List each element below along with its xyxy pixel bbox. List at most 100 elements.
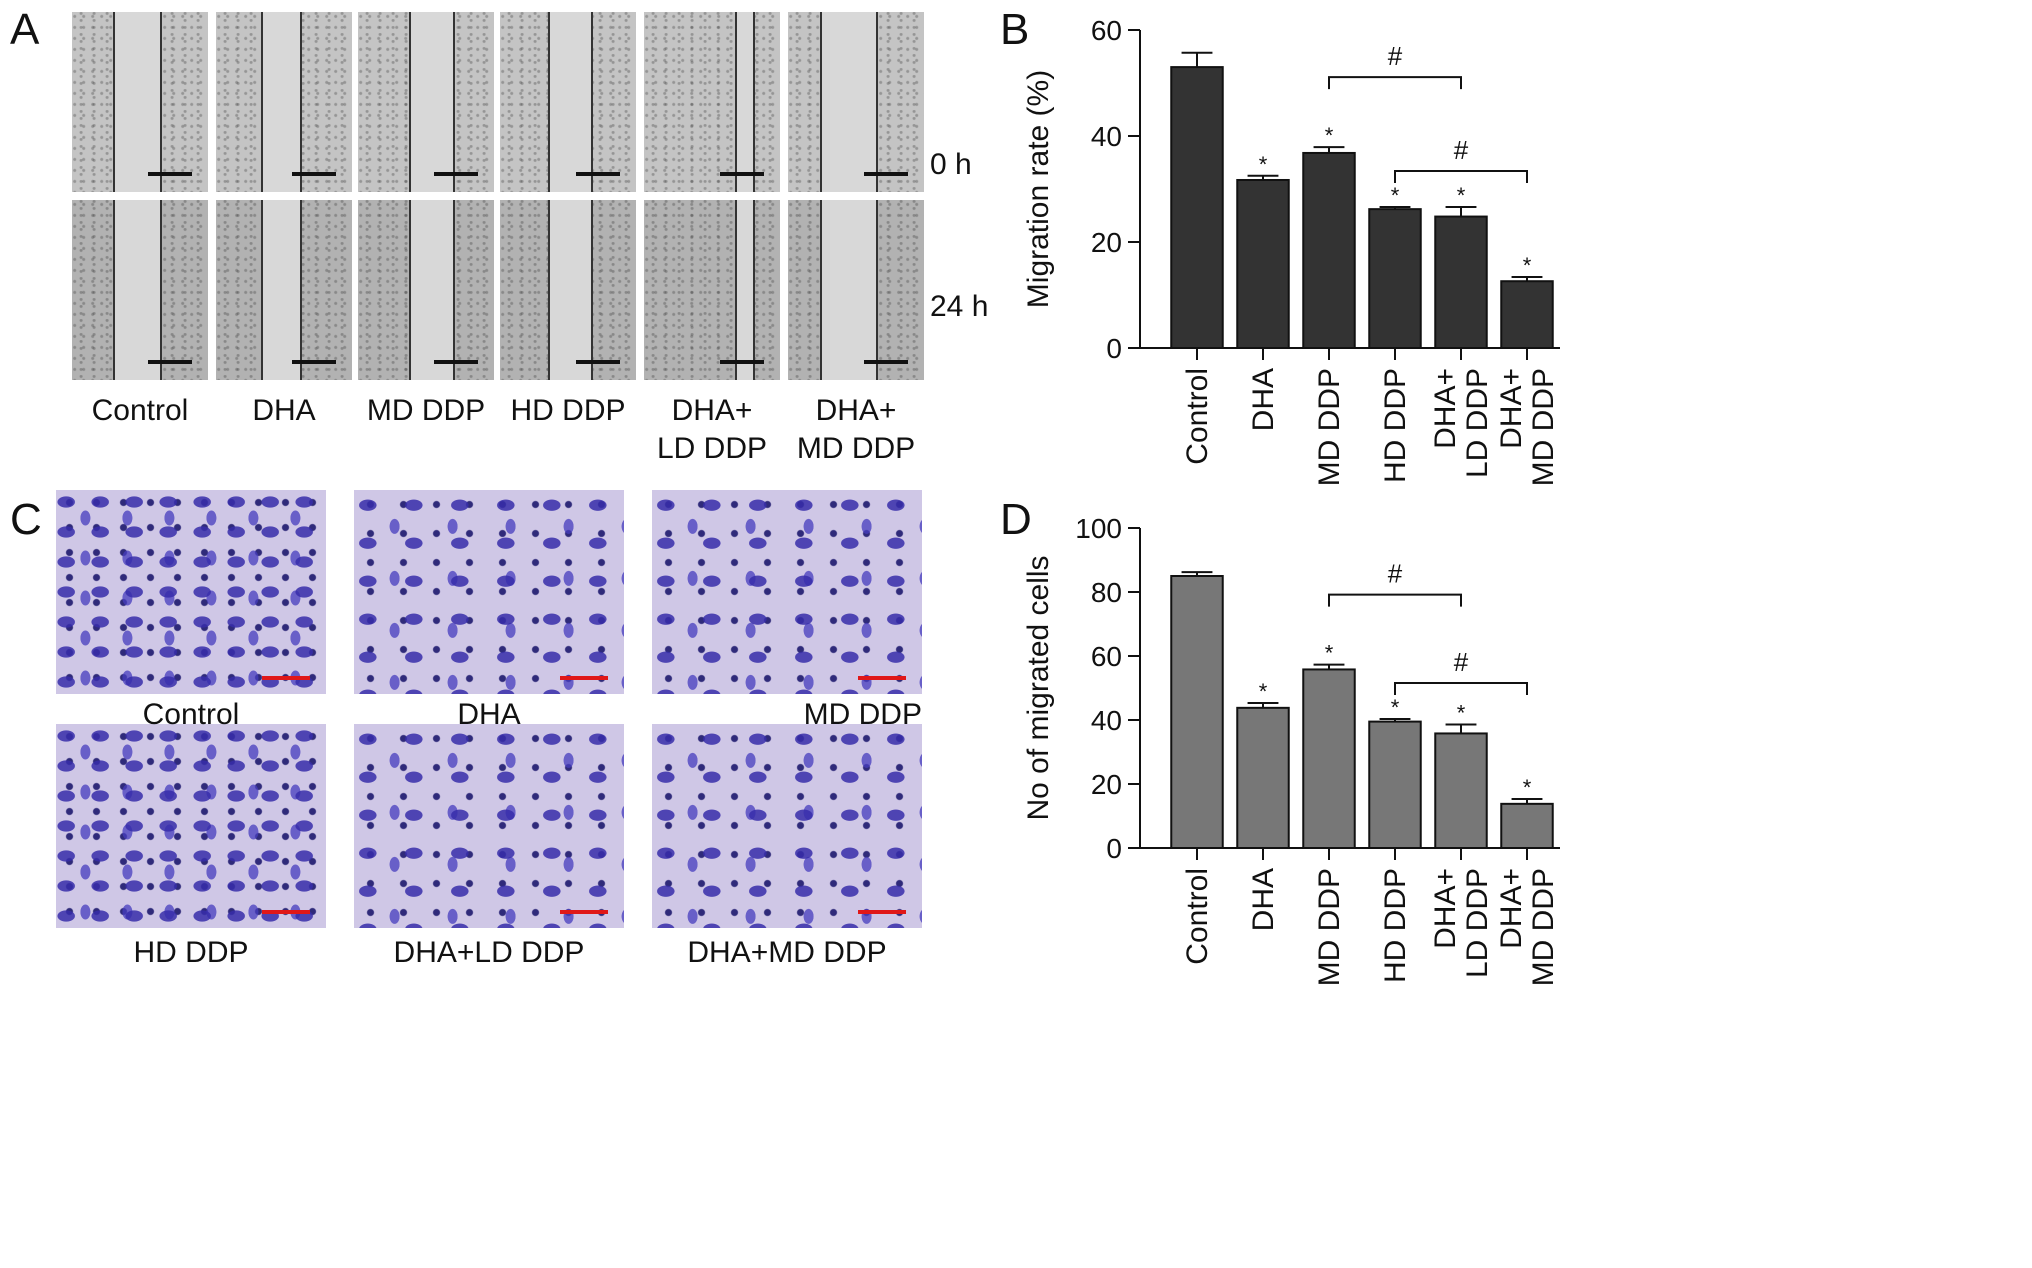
scratch-image <box>500 200 636 380</box>
x-tick-label: DHA <box>1247 368 1280 431</box>
y-tick-label: 40 <box>1091 705 1122 736</box>
scratch-image <box>72 12 208 192</box>
migrated-cells-chart: 0 20 40 60 80 100 No of migrated cells Control *… <box>1022 513 1560 986</box>
bracket-label: # <box>1454 135 1469 165</box>
significance-mark: * <box>1457 700 1466 725</box>
image-caption: DHA+LD DDP <box>393 936 585 969</box>
y-axis-title: Migration rate (%) <box>1022 70 1055 308</box>
significance-mark: * <box>1391 695 1400 720</box>
y-tick-label: 0 <box>1106 833 1122 864</box>
scale-bar <box>148 172 192 176</box>
transwell-image <box>354 724 624 928</box>
scratch-image <box>358 12 494 192</box>
scratch-image <box>216 12 352 192</box>
panel-letter-c: C <box>10 495 42 544</box>
y-tick-label: 0 <box>1106 333 1122 364</box>
scale-bar <box>576 360 620 364</box>
scale-bar <box>720 360 764 364</box>
significance-mark: * <box>1325 123 1334 148</box>
scratch-image <box>788 200 924 380</box>
y-tick-label: 20 <box>1091 769 1122 800</box>
scale-bar <box>720 172 764 176</box>
scale-bar <box>292 172 336 176</box>
column-label: MD DDP <box>366 394 486 427</box>
scratch-image <box>500 12 636 192</box>
y-tick-label: 20 <box>1091 227 1122 258</box>
significance-mark: * <box>1523 775 1532 800</box>
bar <box>1434 215 1488 349</box>
significance-bracket <box>1394 682 1528 696</box>
scale-bar <box>560 676 608 680</box>
x-tick-label: LD DDP <box>1461 368 1494 478</box>
x-tick-label: DHA+ <box>1429 868 1462 949</box>
column-label: Control <box>91 394 189 427</box>
panel-letter-d: D <box>1000 495 1032 544</box>
x-tick-label: DHA+ <box>1495 868 1528 949</box>
bar <box>1434 732 1488 849</box>
transwell-image <box>652 490 922 694</box>
y-tick-label: 40 <box>1091 121 1122 152</box>
column-label: DHA+ MD DDP <box>796 394 916 465</box>
y-tick-label: 100 <box>1075 513 1122 544</box>
column-label: DHA+ LD DDP <box>656 394 768 465</box>
y-axis-title: No of migrated cells <box>1022 555 1055 820</box>
scale-bar <box>560 910 608 914</box>
panel-letter-a: A <box>10 5 40 54</box>
scale-bar <box>434 172 478 176</box>
scratch-image <box>72 200 208 380</box>
transwell-image <box>56 724 326 928</box>
x-tick-label: LD DDP <box>1461 868 1494 978</box>
bracket-label: # <box>1388 41 1403 71</box>
bar <box>1236 706 1290 849</box>
migration-rate-chart: 0 20 40 60 Migration rate (%) Control * DHA * MD … <box>1022 15 1560 486</box>
scale-bar <box>434 360 478 364</box>
image-caption: Control <box>142 698 240 731</box>
image-caption: MD DDP <box>803 698 922 731</box>
scale-bar <box>864 360 908 364</box>
x-tick-label: MD DDP <box>1313 868 1346 986</box>
x-tick-label: Control <box>1181 368 1214 465</box>
scale-bar <box>858 910 906 914</box>
column-label: DHA <box>252 394 316 427</box>
significance-mark: * <box>1259 152 1268 177</box>
scratch-image <box>216 200 352 380</box>
x-tick-label: DHA+ <box>1429 368 1462 449</box>
y-tick-label: 60 <box>1091 15 1122 46</box>
x-tick-label: MD DDP <box>1527 368 1560 486</box>
bar <box>1368 720 1422 850</box>
scale-bar <box>292 360 336 364</box>
significance-mark: * <box>1391 183 1400 208</box>
row-label-0h: 0 h <box>930 148 972 181</box>
significance-bracket <box>1328 76 1462 90</box>
x-tick-label: HD DDP <box>1379 868 1412 983</box>
x-tick-label: MD DDP <box>1527 868 1560 986</box>
panel-letter-b: B <box>1000 5 1030 54</box>
transwell-image <box>354 490 624 694</box>
bar <box>1170 575 1224 849</box>
significance-mark: * <box>1523 253 1532 278</box>
scale-bar <box>148 360 192 364</box>
row-label-24h: 24 h <box>930 290 989 323</box>
scale-bar <box>262 676 310 680</box>
significance-mark: * <box>1457 183 1466 208</box>
column-label: HD DDP <box>510 394 626 427</box>
scratch-image <box>644 12 780 192</box>
scratch-image <box>788 12 924 192</box>
x-tick-label: DHA+ <box>1495 368 1528 449</box>
x-tick-label: DHA <box>1247 868 1280 931</box>
image-caption: DHA <box>457 698 521 731</box>
significance-mark: * <box>1325 641 1334 666</box>
transwell-image <box>56 490 326 694</box>
scale-bar <box>262 910 310 914</box>
scale-bar <box>576 172 620 176</box>
scratch-image <box>358 200 494 380</box>
scale-bar <box>864 172 908 176</box>
scratch-image <box>644 200 780 380</box>
image-caption: HD DDP <box>133 936 249 969</box>
y-tick-label: 80 <box>1091 577 1122 608</box>
x-tick-label: MD DDP <box>1313 368 1346 486</box>
significance-mark: * <box>1259 679 1268 704</box>
bracket-label: # <box>1454 647 1469 677</box>
bar <box>1500 802 1554 849</box>
significance-bracket <box>1394 170 1528 184</box>
